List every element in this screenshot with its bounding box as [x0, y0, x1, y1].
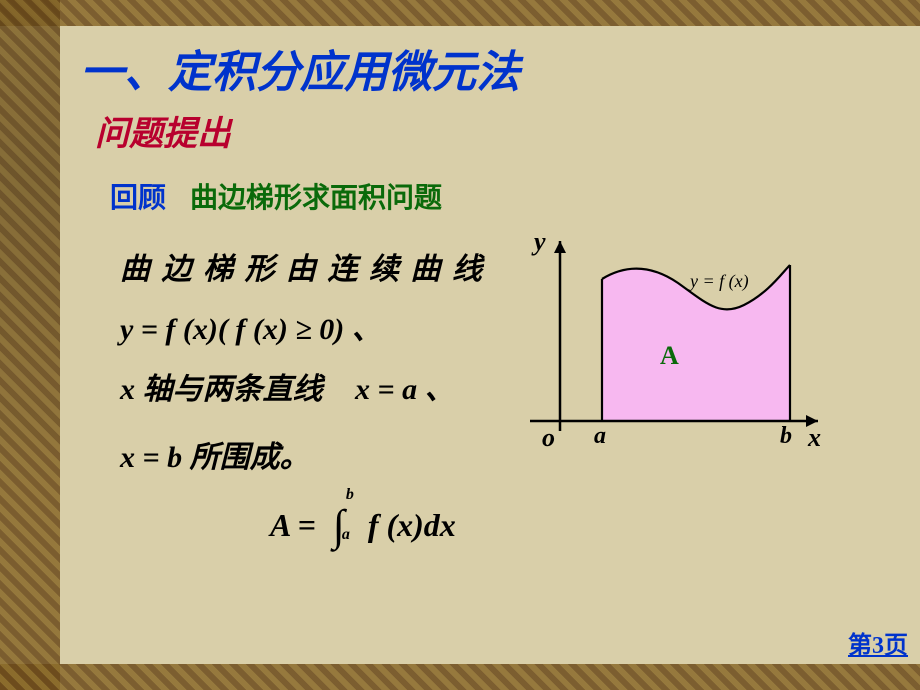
b-tick-label: b [780, 423, 792, 450]
subtitle: 问题提出 [95, 106, 231, 155]
integral-lhs: A = [270, 507, 316, 543]
a-tick-label: a [594, 423, 606, 450]
slide-canvas: 一、定积分应用微元法 问题提出 回顾 曲边梯形求面积问题 曲 边 梯 形 由 连… [60, 26, 920, 664]
review-text: 曲边梯形求面积问题 [190, 176, 442, 216]
integral-formula: A = ∫ b a f (x)dx [270, 496, 456, 547]
integral-lower: a [342, 526, 350, 544]
page-number: 第3页 [848, 625, 908, 660]
review-label: 回顾 [110, 176, 166, 216]
body-line-4: x = b 所围成。 [120, 432, 310, 476]
body-line-2: y = f (x)( f (x) ≥ 0) 、 [120, 304, 382, 348]
title-main: 一、定积分应用微元法 [80, 36, 520, 100]
curve-label: y = f (x) [690, 271, 749, 292]
integral-integrand: f (x)dx [368, 507, 456, 543]
integral-upper: b [346, 486, 354, 504]
deco-border-left [0, 0, 60, 690]
deco-border-bottom [0, 664, 920, 690]
body-line-3a: x 轴与两条直线 [120, 364, 323, 408]
body-line-1: 曲 边 梯 形 由 连 续 曲 线 [120, 244, 484, 288]
body-line-3b: x = a 、 [355, 364, 455, 408]
deco-border-top [0, 0, 920, 26]
x-axis-label: x [808, 423, 821, 453]
chart-area-under-curve: y x o a b A y = f (x) [530, 231, 830, 461]
origin-label: o [542, 423, 555, 453]
y-axis-label: y [534, 227, 546, 257]
y-axis-arrow [554, 241, 566, 253]
region-label: A [660, 341, 679, 371]
